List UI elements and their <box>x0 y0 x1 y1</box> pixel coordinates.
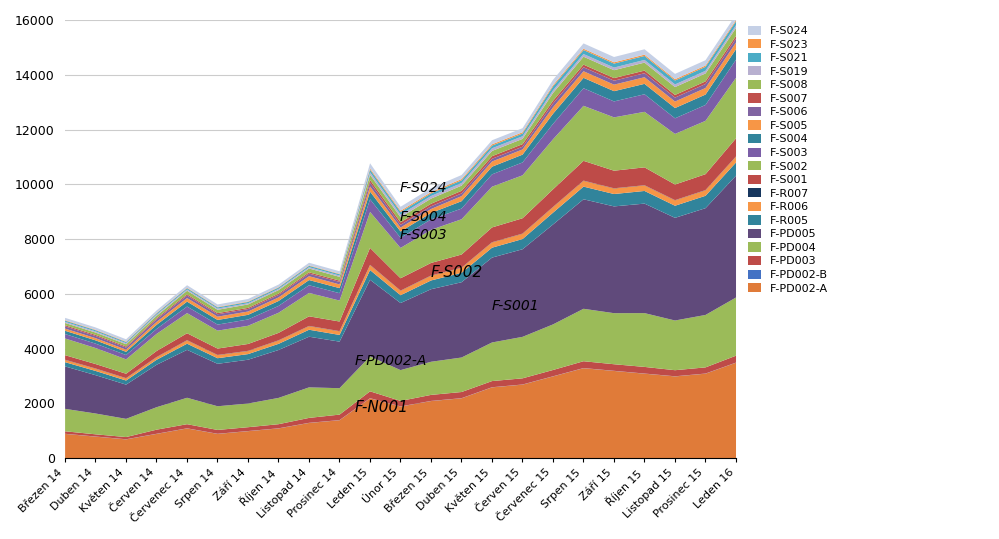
Text: F-S024: F-S024 <box>400 182 448 196</box>
Text: F-PD002-A: F-PD002-A <box>355 354 427 368</box>
Text: F-S003: F-S003 <box>400 228 448 242</box>
Text: F-S004: F-S004 <box>400 210 448 224</box>
Text: F-N001: F-N001 <box>355 399 409 414</box>
Text: F-S001: F-S001 <box>492 299 539 313</box>
Legend: F-S024, F-S023, F-S021, F-S019, F-S008, F-S007, F-S006, F-S005, F-S004, F-S003, : F-S024, F-S023, F-S021, F-S019, F-S008, … <box>748 25 828 294</box>
Text: F-S002: F-S002 <box>431 265 483 280</box>
